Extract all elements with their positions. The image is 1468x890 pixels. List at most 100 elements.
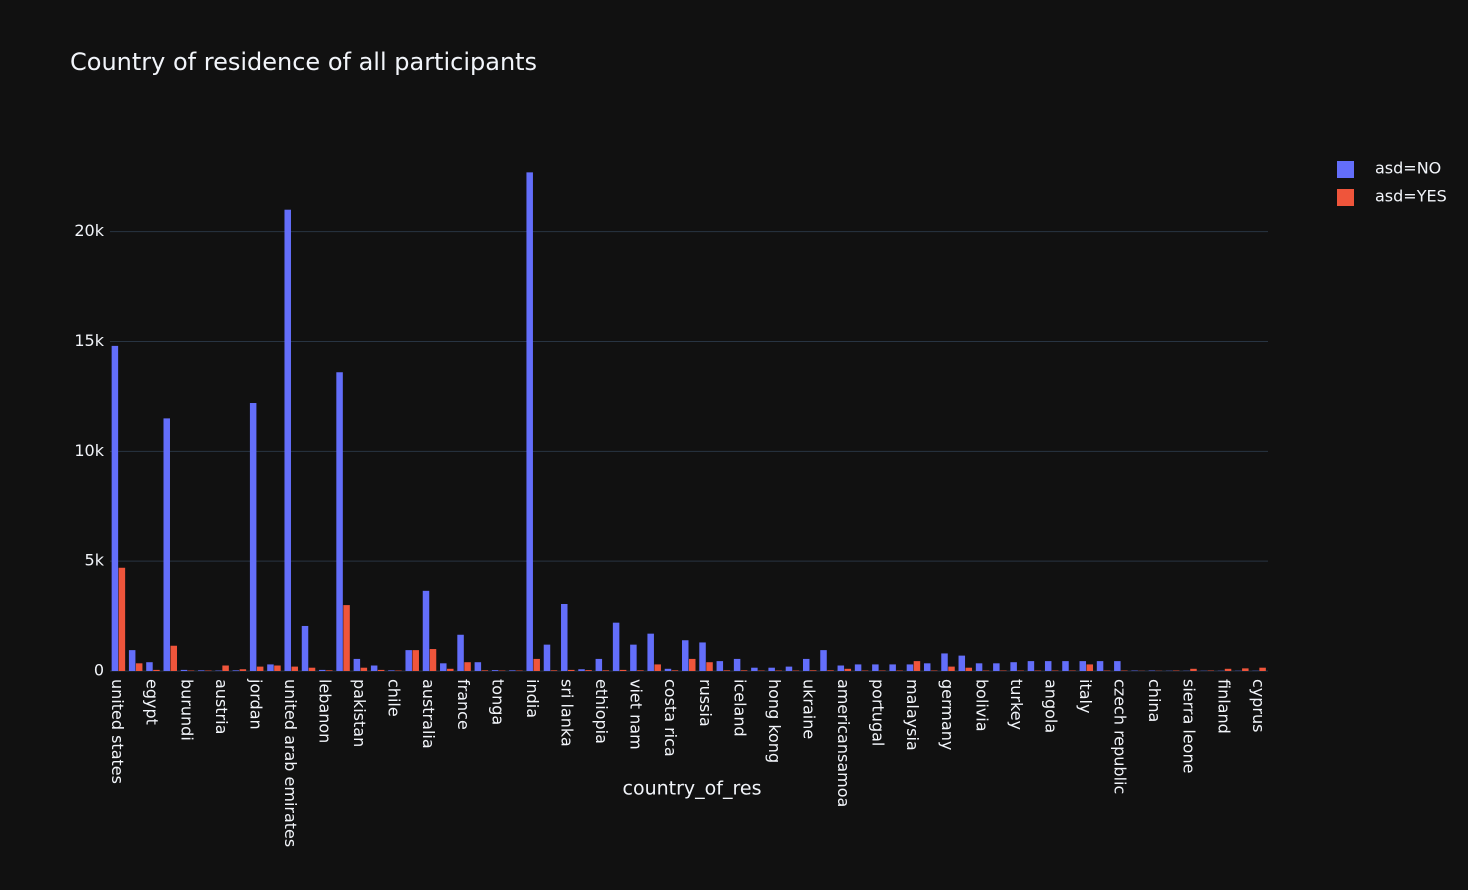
- bar: [785, 666, 793, 671]
- bar: [464, 662, 471, 671]
- x-tick-label: ethiopia: [592, 679, 611, 744]
- bar: [550, 670, 558, 671]
- bar: [941, 653, 948, 671]
- bar: [689, 658, 696, 671]
- y-tick-label: 15k: [74, 331, 104, 350]
- bar: [568, 669, 575, 671]
- bar: [706, 662, 713, 671]
- bar: [429, 649, 437, 671]
- bar: [353, 658, 361, 671]
- x-tick-label: united states: [108, 679, 127, 784]
- bar: [370, 665, 378, 671]
- bar: [913, 661, 921, 671]
- bar: [111, 345, 119, 671]
- x-tick-label: angola: [1041, 679, 1060, 733]
- x-tick-label: australia: [419, 679, 438, 749]
- bar: [491, 670, 499, 671]
- x-tick-label: germany: [938, 679, 957, 750]
- bar: [948, 666, 955, 671]
- x-tick-label: viet nam: [627, 679, 646, 750]
- legend-label: asd=NO: [1375, 159, 1441, 178]
- x-tick-label: iceland: [730, 679, 749, 737]
- bar: [474, 662, 482, 671]
- bar: [457, 634, 464, 671]
- bar: [637, 670, 644, 671]
- bar: [222, 665, 229, 671]
- x-tick-label: jordan: [246, 678, 265, 730]
- x-tick-label: china: [1145, 679, 1164, 722]
- bar: [809, 670, 817, 671]
- x-tick-label: hong kong: [765, 679, 784, 763]
- bar: [733, 658, 741, 671]
- bar: [291, 666, 298, 671]
- bar: [1062, 661, 1069, 671]
- bar: [118, 567, 126, 671]
- bar: [619, 669, 627, 671]
- bar: [440, 663, 447, 671]
- bar: [872, 664, 879, 671]
- x-tick-label: burundi: [177, 679, 196, 741]
- bar: [249, 403, 257, 671]
- x-tick-label: costa rica: [661, 679, 680, 757]
- x-tick-label: tonga: [488, 679, 507, 725]
- bar: [301, 625, 309, 671]
- x-tick-label: united arab emirates: [281, 679, 300, 847]
- bar: [360, 667, 368, 671]
- bar: [854, 664, 862, 671]
- bar: [422, 590, 430, 671]
- bar: [630, 644, 637, 671]
- y-tick-label: 10k: [74, 441, 104, 460]
- x-tick-label: portugal: [869, 679, 888, 746]
- bar: [256, 666, 264, 671]
- bar: [958, 655, 966, 671]
- bar: [405, 650, 412, 671]
- bar: [533, 658, 540, 671]
- x-tick-label: bolivia: [972, 679, 991, 732]
- legend-swatch: [1337, 189, 1354, 206]
- bar: [388, 670, 395, 671]
- x-tick-label: russia: [696, 679, 715, 727]
- bar: [682, 640, 689, 671]
- bar: [1259, 667, 1266, 671]
- x-tick-label: finland: [1214, 679, 1233, 734]
- bar: [1010, 662, 1017, 671]
- bar: [267, 664, 274, 671]
- x-tick-label: ukraine: [799, 679, 818, 739]
- bar: [163, 418, 170, 671]
- bar: [284, 209, 291, 671]
- bar: [1044, 661, 1052, 671]
- bar: [585, 670, 592, 671]
- legend-swatch: [1337, 161, 1354, 178]
- bar: [543, 644, 551, 671]
- x-tick-label: turkey: [1007, 679, 1026, 730]
- x-tick-label: egypt: [143, 679, 162, 725]
- y-tick-label: 20k: [74, 221, 104, 240]
- y-tick-label: 5k: [85, 551, 105, 570]
- bar: [412, 650, 419, 671]
- bar: [326, 670, 333, 671]
- bar: [965, 667, 973, 671]
- bar: [481, 670, 489, 671]
- bar: [844, 668, 852, 671]
- bar: [180, 669, 188, 671]
- bar: [447, 668, 454, 671]
- bar: [153, 669, 160, 671]
- bar: [612, 622, 620, 671]
- bar: [906, 664, 914, 671]
- bar: [751, 667, 758, 671]
- x-tick-label: italy: [1076, 679, 1095, 713]
- x-tick-label: austria: [212, 679, 231, 734]
- bar: [975, 663, 983, 671]
- bar: [135, 663, 143, 671]
- bar: [671, 670, 679, 671]
- bar: [1079, 661, 1087, 671]
- bar: [308, 667, 316, 671]
- x-tick-label: france: [454, 679, 473, 730]
- bar: [1224, 668, 1232, 671]
- bar: [723, 670, 731, 671]
- bar: [595, 658, 603, 671]
- y-tick-label: 0: [94, 661, 104, 680]
- bar: [923, 663, 931, 671]
